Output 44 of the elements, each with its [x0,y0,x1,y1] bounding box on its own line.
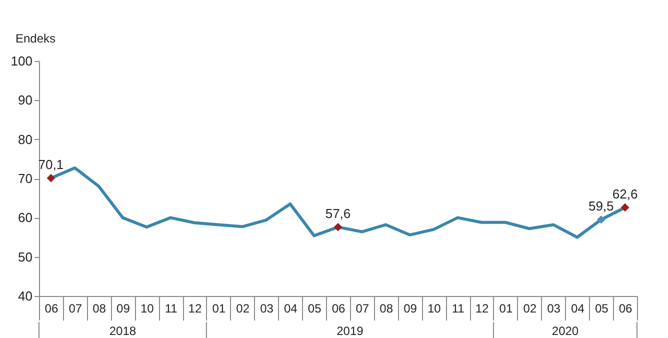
x-tick-label: 06 [332,302,346,316]
data-label: 70,1 [38,157,64,172]
text: 2019 [336,324,364,338]
x-tick-label: 06 [44,302,58,316]
y-tick-label: 40 [18,288,32,304]
x-tick-label: 02 [236,302,250,316]
x-tick-label: 06 [618,302,633,316]
y-tick-label: 80 [18,132,32,147]
x-tick-label: 01 [212,302,226,316]
x-tick-label: 01 [499,302,513,316]
x-tick-label: 11 [164,302,178,316]
y-tick-label: 100 [10,54,32,68]
y-tick-label: 70 [18,171,32,186]
x-tick-label: 07 [68,302,82,316]
y-tick-label: 50 [18,249,32,264]
point [620,203,630,212]
x-tick-label: 10 [140,302,154,316]
x-tick-label: 12 [475,302,490,316]
x-tick-label: 08 [92,302,106,316]
x-tick-label: 02 [523,302,537,316]
x-tick-label: 09 [116,302,130,316]
x-tick-label: 09 [404,302,418,316]
y-axis-title: Endeks [16,32,56,46]
y-tick-label: 90 [18,92,32,108]
x-tick-label: 04 [571,302,585,316]
x-tick-label: 07 [356,302,370,316]
point [46,174,56,182]
x-tick-label: 12 [188,302,202,316]
x-tick-label: 03 [260,302,274,316]
text: 2020 [552,324,579,338]
x-tick-label: 05 [594,302,609,316]
x-tick-label: 04 [284,302,298,316]
data-label: 59,5 [588,198,614,214]
y-tick-label: 60 [18,210,32,226]
text: 2018 [109,324,136,338]
x-tick-label: 03 [547,302,561,316]
x-tick-label: 05 [308,302,322,316]
point [334,222,342,232]
x-tick-label: 10 [428,302,442,316]
x-tick-label: 11 [452,302,465,316]
point [596,215,606,224]
data-label: 57,6 [325,206,351,222]
x-tick-label: 08 [380,302,394,316]
data-label: 62,6 [612,186,638,202]
